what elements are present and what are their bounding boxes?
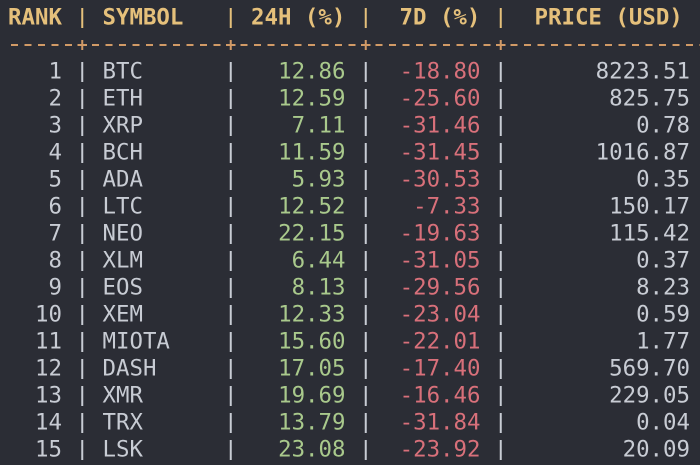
change-24h: 5.93 [292,167,346,193]
price: 8223.51 [596,59,690,85]
change-7d: -16.46 [400,383,481,409]
change-7d: -29.56 [400,275,481,301]
rank: 11 [35,329,62,355]
change-24h: 22.15 [278,221,345,247]
price: 0.35 [636,167,690,193]
symbol: XMR [103,383,144,409]
price: 8.23 [636,275,690,301]
rank: 8 [49,248,62,274]
symbol: BTC [103,59,143,85]
symbol: LSK [103,437,144,463]
rank: 15 [35,437,62,463]
change-24h: 12.33 [278,302,345,328]
change-24h: 12.86 [278,59,345,85]
header-symbol: SYMBOL [103,5,184,31]
change-7d: -31.84 [400,410,481,436]
rank: 2 [49,86,62,112]
symbol: LTC [103,194,143,220]
change-24h: 12.52 [278,194,345,220]
symbol: EOS [103,275,143,301]
change-24h: 19.69 [278,383,345,409]
change-24h: 17.05 [278,356,345,382]
change-24h: 6.44 [292,248,346,274]
price: 1.77 [636,329,690,355]
change-7d: -30.53 [400,167,481,193]
change-24h: 11.59 [278,140,345,166]
change-7d: -31.45 [400,140,481,166]
rank: 9 [49,275,62,301]
symbol: TRX [103,410,144,436]
price: 115.42 [609,221,690,247]
header-price: PRICE (USD) [535,5,683,31]
change-7d: -23.04 [400,302,481,328]
symbol: DASH [103,356,157,382]
rank: 10 [35,302,62,328]
price: 229.05 [609,383,690,409]
rank: 12 [35,356,62,382]
change-7d: -31.46 [400,113,481,139]
rank: 7 [49,221,62,247]
symbol: ADA [103,167,144,193]
symbol: XLM [103,248,143,274]
symbol: XEM [103,302,143,328]
price: 20.09 [623,437,690,463]
rank: 3 [49,113,62,139]
change-7d: -7.33 [413,194,480,220]
change-7d: -17.40 [400,356,481,382]
price: 0.78 [636,113,690,139]
rank: 5 [49,167,62,193]
symbol: XRP [103,113,143,139]
header-7d: 7D (%) [400,5,481,31]
price: 0.04 [636,410,690,436]
change-24h: 23.08 [278,437,345,463]
change-24h: 8.13 [292,275,346,301]
rank: 14 [35,410,62,436]
change-7d: -22.01 [400,329,481,355]
change-7d: -31.05 [400,248,481,274]
change-7d: -19.63 [400,221,481,247]
price: 150.17 [609,194,690,220]
rank: 4 [49,140,62,166]
rank: 6 [49,194,62,220]
symbol: ETH [103,86,143,112]
change-24h: 7.11 [292,113,346,139]
price: 569.70 [609,356,690,382]
change-24h: 13.79 [278,410,345,436]
change-7d: -25.60 [400,86,481,112]
change-7d: -18.80 [400,59,481,85]
header-24h: 24H (%) [251,5,345,31]
symbol: BCH [103,140,143,166]
rank: 1 [49,59,62,85]
rank: 13 [35,383,62,409]
change-7d: -23.92 [400,437,481,463]
change-24h: 12.59 [278,86,345,112]
header-rank: RANK [8,5,62,31]
symbol: NEO [103,221,143,247]
symbol: MIOTA [103,329,171,355]
price: 0.37 [636,248,690,274]
price: 825.75 [609,86,690,112]
price: 0.59 [636,302,690,328]
change-24h: 15.60 [278,329,345,355]
price: 1016.87 [596,140,690,166]
